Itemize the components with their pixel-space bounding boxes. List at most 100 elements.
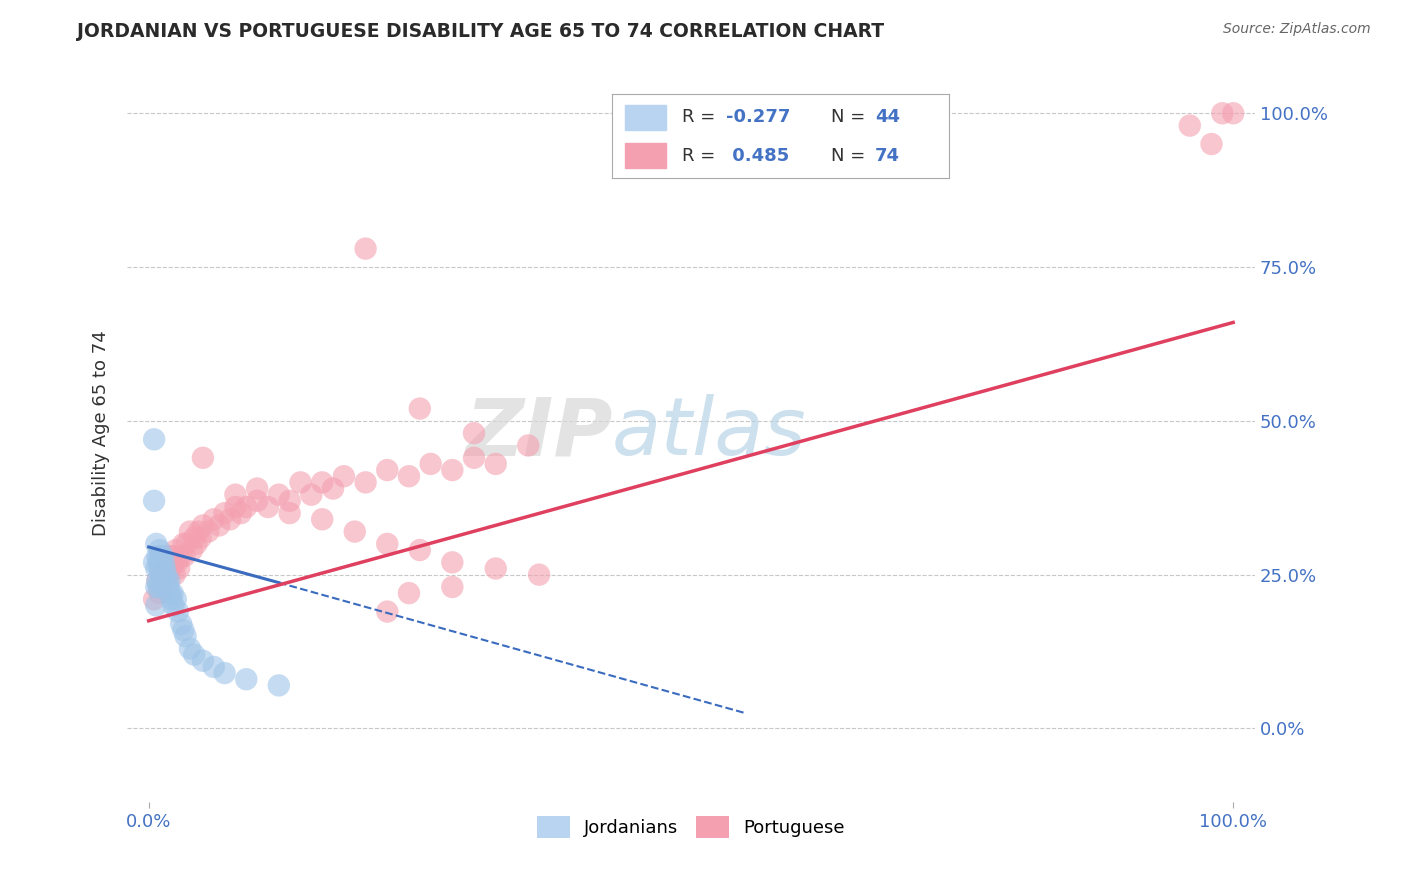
- Point: [214, 666, 236, 681]
- Point: [229, 506, 252, 520]
- Point: [157, 567, 180, 582]
- Point: [463, 450, 485, 465]
- Point: [183, 648, 205, 662]
- Point: [267, 488, 290, 502]
- Point: [235, 672, 257, 686]
- Point: [165, 543, 187, 558]
- Point: [153, 580, 176, 594]
- Point: [146, 574, 169, 588]
- Point: [183, 531, 205, 545]
- Point: [155, 567, 177, 582]
- Point: [191, 654, 214, 668]
- Point: [157, 549, 180, 564]
- Point: [224, 500, 246, 514]
- Point: [150, 567, 173, 582]
- Point: [190, 531, 212, 545]
- Text: R =: R =: [682, 146, 721, 164]
- Point: [214, 506, 236, 520]
- Point: [172, 537, 194, 551]
- Point: [163, 567, 186, 582]
- Point: [145, 599, 167, 613]
- Point: [375, 605, 398, 619]
- Point: [156, 574, 179, 588]
- Point: [354, 242, 377, 256]
- Point: [333, 469, 356, 483]
- Point: [153, 574, 176, 588]
- Point: [343, 524, 366, 539]
- Point: [159, 586, 181, 600]
- Point: [246, 482, 269, 496]
- Point: [290, 475, 312, 490]
- Point: [208, 518, 231, 533]
- Point: [152, 549, 174, 564]
- Point: [167, 605, 190, 619]
- Point: [202, 660, 225, 674]
- Point: [157, 580, 180, 594]
- Point: [1222, 106, 1244, 120]
- Point: [278, 493, 301, 508]
- Point: [322, 482, 344, 496]
- Point: [143, 493, 166, 508]
- Text: R =: R =: [682, 108, 721, 126]
- Point: [186, 537, 208, 551]
- Text: JORDANIAN VS PORTUGUESE DISABILITY AGE 65 TO 74 CORRELATION CHART: JORDANIAN VS PORTUGUESE DISABILITY AGE 6…: [77, 22, 884, 41]
- Point: [152, 567, 174, 582]
- Point: [202, 512, 225, 526]
- Point: [517, 438, 540, 452]
- Text: 0.485: 0.485: [727, 146, 790, 164]
- Point: [170, 549, 193, 564]
- Point: [150, 555, 173, 569]
- Point: [148, 543, 170, 558]
- Point: [354, 475, 377, 490]
- Point: [145, 561, 167, 575]
- Point: [162, 586, 184, 600]
- Point: [159, 555, 181, 569]
- Point: [153, 574, 176, 588]
- Point: [197, 524, 219, 539]
- Point: [148, 580, 170, 594]
- Point: [148, 586, 170, 600]
- Point: [375, 537, 398, 551]
- Legend: Jordanians, Portuguese: Jordanians, Portuguese: [530, 808, 852, 845]
- Point: [167, 561, 190, 575]
- Point: [257, 500, 280, 514]
- Point: [174, 629, 197, 643]
- Point: [398, 469, 420, 483]
- Text: -0.277: -0.277: [727, 108, 790, 126]
- Point: [155, 561, 177, 575]
- Point: [187, 524, 209, 539]
- Point: [145, 537, 167, 551]
- Point: [1201, 136, 1223, 151]
- Point: [527, 567, 550, 582]
- Point: [149, 549, 172, 564]
- Point: [375, 463, 398, 477]
- Point: [153, 580, 176, 594]
- Text: 44: 44: [875, 108, 900, 126]
- Bar: [626, 143, 665, 169]
- Bar: [626, 104, 665, 130]
- Text: atlas: atlas: [612, 394, 807, 472]
- Point: [157, 574, 180, 588]
- Point: [485, 457, 508, 471]
- Point: [179, 524, 201, 539]
- Point: [160, 592, 183, 607]
- Point: [143, 433, 166, 447]
- Point: [173, 549, 195, 564]
- Point: [143, 592, 166, 607]
- Text: 74: 74: [875, 146, 900, 164]
- Point: [267, 678, 290, 692]
- Text: N =: N =: [831, 146, 870, 164]
- Point: [409, 401, 432, 416]
- Point: [299, 488, 322, 502]
- Text: ZIP: ZIP: [464, 394, 612, 472]
- Point: [148, 580, 170, 594]
- Point: [162, 555, 184, 569]
- Point: [170, 616, 193, 631]
- Point: [419, 457, 441, 471]
- Point: [441, 555, 464, 569]
- Point: [162, 549, 184, 564]
- Point: [143, 555, 166, 569]
- Point: [398, 586, 420, 600]
- Point: [146, 549, 169, 564]
- Point: [160, 561, 183, 575]
